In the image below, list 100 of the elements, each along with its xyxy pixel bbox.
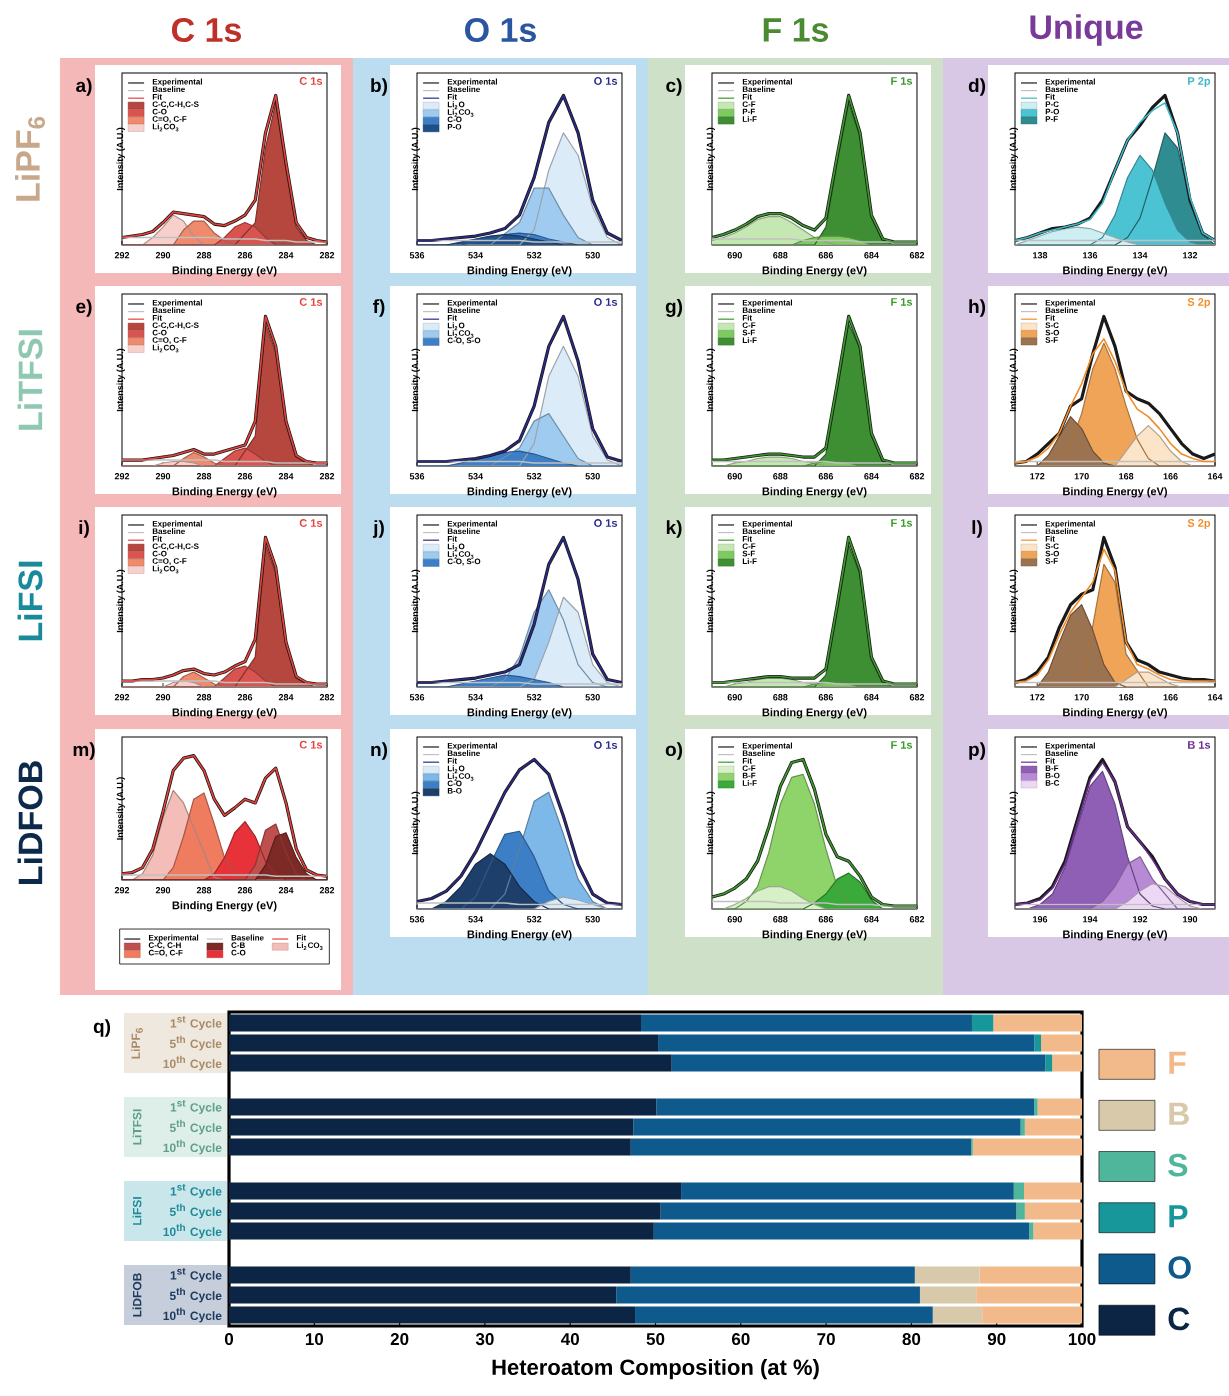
legend-label: Experimental [447,520,497,529]
x-tick-label: 284 [278,694,294,701]
x-axis-title: Binding Energy (eV) [467,708,572,719]
legend-label: Fit [447,314,457,321]
x-tick-label: 164 [1208,473,1223,480]
x-tick-label: 284 [278,473,294,480]
x-tick-label: 682 [909,473,925,480]
text: j) [372,520,384,538]
text: e) [76,299,92,317]
y-axis-title: Intensity (A.U.) [1009,348,1018,412]
x-tick-label: 534 [468,252,484,259]
x-tick-label: 534 [468,473,484,480]
legend-label: Li-F [742,558,757,564]
chart-title: O 1s [594,77,618,85]
x-tick-label: 30 [475,1333,494,1346]
legend-label: P-C [1045,101,1059,108]
x-tick-label: 686 [818,694,834,701]
text: LiFSI [17,561,43,641]
chart-title: C 1s [299,519,323,527]
legend-label: Experimental [1045,78,1095,87]
x-axis-title: Binding Energy (eV) [467,487,572,498]
x-tick-label: 168 [1119,694,1134,701]
legend-label: P-O [447,123,462,130]
legend-label: C-C,C-H,C-S [152,322,199,330]
x-axis-title: Binding Energy (eV) [1063,708,1167,719]
x-tick-label: 684 [864,252,879,259]
legend-label: C-F [742,101,756,108]
legend-label: Fit [1045,757,1055,764]
chart-title: F 1s [891,298,913,306]
legend-label: Li$_{2}$CO$_{3}$ [296,942,323,951]
legend-label: Fit [447,757,457,764]
legend-label: Fit [296,934,307,941]
chart-title: O 1s [594,298,618,306]
legend-label: Fit [152,314,162,321]
text: a) [76,78,92,96]
x-tick-label: 290 [155,473,171,480]
x-tick-label: 80 [902,1333,921,1346]
legend-label: Fit [742,535,752,542]
y-tick-label: 5$^{th}$ Cycle [169,1035,222,1051]
legend-label: C-C, C-H [148,942,181,950]
text: g) [665,299,683,317]
legend-label: Baseline [447,307,480,314]
text: i) [79,520,89,538]
text: F 1s [763,18,829,42]
x-tick-label: 290 [155,887,171,894]
legend-label: C-O [152,108,167,115]
legend-label: P-F [1045,116,1058,122]
legend-label: S-F [1045,337,1058,343]
legend-label: Fit [1045,314,1055,321]
legend-label: Experimental [742,299,792,308]
legend-label: S-C [1045,322,1059,329]
legend-label: Baseline [1045,86,1078,93]
x-tick-label: 684 [864,473,879,480]
legend-label: Experimental [742,78,792,87]
x-axis-title: Binding Energy (eV) [1063,930,1168,941]
x-tick-label: 134 [1133,252,1148,259]
legend-label: Baseline [447,86,480,93]
x-tick-label: 690 [727,473,742,480]
x-tick-label: 284 [278,887,294,894]
x-tick-label: 172 [1030,473,1045,480]
text: c) [666,78,682,96]
text: l) [972,520,982,538]
x-tick-label: 292 [114,473,130,480]
x-tick-label: 286 [237,887,253,894]
y-axis-title: Intensity (A.U.) [1009,791,1018,855]
legend-label: S-F [742,550,755,557]
legend-label: Li-F [742,337,757,343]
legend-label: C-F [742,543,756,550]
x-tick-label: 282 [319,473,335,480]
x-tick-label: 288 [196,694,212,701]
text: LiDFOB [132,1273,142,1317]
chart-title: O 1s [594,519,618,527]
chart-title: F 1s [891,77,913,85]
x-tick-label: 536 [409,252,425,259]
text: o) [665,742,683,760]
legend-label: Experimental [1045,520,1095,529]
legend-label: Fit [1045,93,1055,100]
legend-label: C=O, C-F [152,558,187,565]
x-tick-label: 138 [1033,252,1048,259]
x-tick-label: 288 [196,252,212,259]
legend-label: Baseline [742,528,775,535]
legend-label: C-O [152,550,167,557]
x-tick-label: 690 [727,252,742,259]
text: Unique [1030,14,1143,46]
x-axis-title: Binding Energy (eV) [467,930,572,941]
y-axis-title: Intensity (A.U.) [411,791,420,855]
x-tick-label: 20 [390,1333,409,1346]
x-tick-label: 290 [155,694,171,701]
legend-label: Experimental [742,520,792,529]
chart-title: F 1s [891,519,913,527]
x-tick-label: 290 [155,252,171,259]
x-tick-label: 282 [319,887,335,894]
chart-title: C 1s [299,740,323,749]
x-tick-label: 690 [727,916,742,923]
x-tick-label: 170 [1074,694,1089,701]
text: C 1s [171,17,241,43]
legend-label: Baseline [1045,528,1078,535]
chart-title: P 2p [1188,77,1211,88]
legend-label: Baseline [152,86,185,93]
legend-label: Li$_{2}$CO$_{3}$ [152,565,179,574]
